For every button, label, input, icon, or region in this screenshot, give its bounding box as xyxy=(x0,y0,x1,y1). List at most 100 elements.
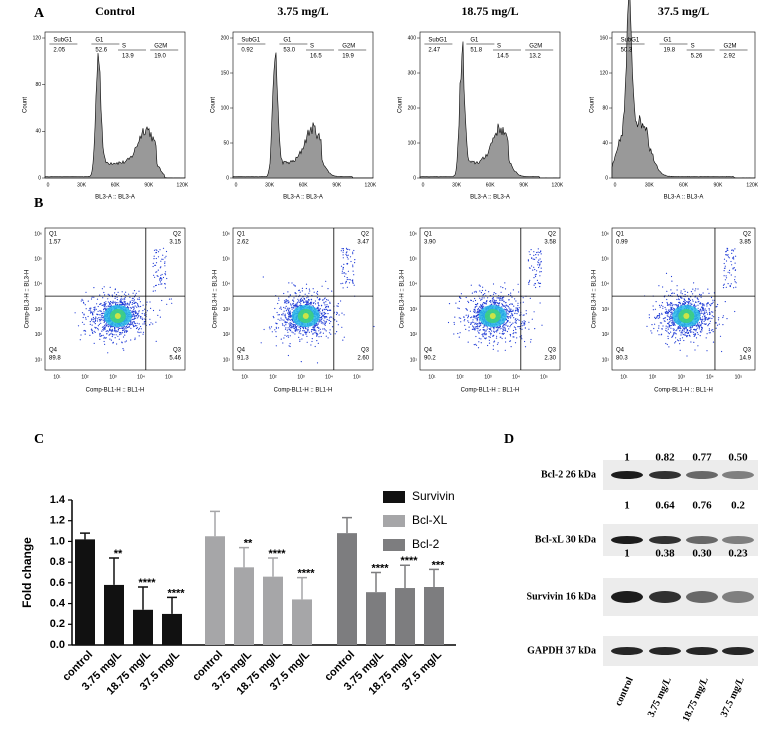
bar xyxy=(263,576,283,645)
dot xyxy=(319,298,321,300)
dot xyxy=(701,327,703,329)
dot xyxy=(319,332,321,334)
dot xyxy=(140,325,142,328)
dot xyxy=(306,302,309,304)
dot xyxy=(500,291,502,293)
dot xyxy=(346,277,348,279)
dot xyxy=(82,316,84,319)
dot xyxy=(477,325,479,327)
dot xyxy=(92,316,94,319)
dot xyxy=(522,301,524,303)
x-tick-label: 10² xyxy=(269,374,277,380)
dot xyxy=(509,310,511,312)
dot xyxy=(671,311,673,313)
band-ratio: 0.64 xyxy=(655,500,675,512)
dot xyxy=(137,298,139,300)
dot xyxy=(336,311,338,313)
dot xyxy=(166,303,168,305)
dot xyxy=(143,318,145,320)
dot xyxy=(688,334,690,336)
dot xyxy=(326,316,328,318)
dot xyxy=(298,300,300,302)
dot xyxy=(516,337,518,339)
dot xyxy=(297,325,299,327)
dot xyxy=(289,345,291,348)
dot xyxy=(133,313,135,315)
dot xyxy=(662,318,665,320)
dot xyxy=(672,328,674,330)
dot xyxy=(277,327,280,329)
dot xyxy=(340,265,343,267)
dot xyxy=(699,326,701,328)
dot xyxy=(93,318,95,320)
dot xyxy=(289,319,291,321)
dot xyxy=(661,322,663,324)
dot xyxy=(671,312,674,314)
dot xyxy=(115,294,118,296)
dot xyxy=(509,321,511,323)
dot xyxy=(490,334,492,336)
dot xyxy=(318,299,320,301)
dot xyxy=(306,300,308,302)
dot xyxy=(138,331,140,334)
dot xyxy=(648,314,650,316)
dot xyxy=(726,249,728,251)
dot xyxy=(320,331,322,333)
dot xyxy=(274,307,276,310)
dot xyxy=(320,322,322,324)
x-axis-label: BL3-A :: BL3-A xyxy=(470,195,510,201)
dot xyxy=(671,319,674,321)
blot-label: Survivin 16 kDa xyxy=(527,591,596,602)
dot xyxy=(733,267,735,269)
dot xyxy=(473,321,475,323)
dot xyxy=(540,267,542,269)
dot xyxy=(105,337,107,339)
dot xyxy=(465,314,467,316)
dot xyxy=(97,310,99,312)
dot xyxy=(292,299,294,301)
dot xyxy=(670,327,672,329)
dot xyxy=(533,251,535,253)
dot xyxy=(715,306,717,308)
dot xyxy=(341,270,343,272)
dot xyxy=(287,310,290,312)
dot xyxy=(108,334,110,336)
dot xyxy=(321,319,323,321)
dot xyxy=(668,309,670,311)
dot xyxy=(712,299,714,301)
dot xyxy=(322,323,324,325)
dot xyxy=(131,302,133,304)
x-axis-label: Comp-BL1-H :: BL1-H xyxy=(274,388,333,394)
dot xyxy=(126,303,128,305)
dot xyxy=(103,320,106,322)
dot xyxy=(121,301,123,303)
dot xyxy=(686,355,688,357)
dot xyxy=(103,337,105,339)
dot xyxy=(519,336,521,338)
dot xyxy=(104,307,106,309)
y-tick-label: 10⁶ xyxy=(34,231,42,237)
y-tick-label: 10⁶ xyxy=(601,231,609,237)
dot xyxy=(89,321,91,323)
dot xyxy=(143,313,145,315)
dot xyxy=(127,305,129,307)
bar xyxy=(234,567,254,645)
dot xyxy=(507,305,509,307)
dot xyxy=(708,309,710,311)
dot xyxy=(107,293,109,295)
dot xyxy=(307,298,310,301)
dot xyxy=(305,333,307,335)
dot xyxy=(112,300,114,302)
dot xyxy=(695,325,698,327)
dot xyxy=(107,301,109,303)
dot xyxy=(306,335,308,337)
x-tick-label: 10³ xyxy=(109,374,117,380)
dot xyxy=(518,307,520,309)
dot xyxy=(94,323,96,325)
dot xyxy=(483,333,485,335)
dot xyxy=(133,299,135,301)
dot xyxy=(325,321,327,323)
dot xyxy=(134,302,136,304)
dot xyxy=(704,319,706,321)
dot xyxy=(710,329,713,331)
